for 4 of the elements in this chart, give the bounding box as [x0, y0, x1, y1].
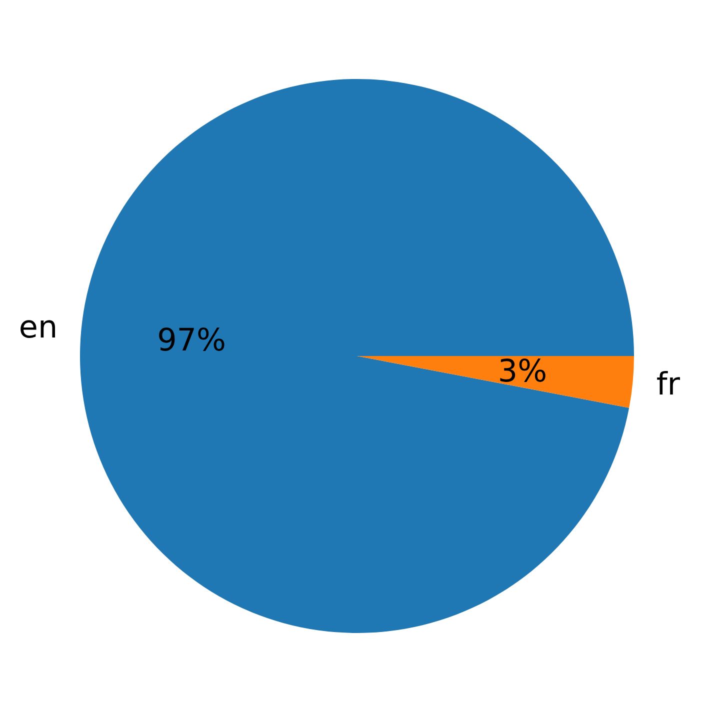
data-label: 3%	[498, 354, 548, 390]
slice-label: fr	[656, 366, 680, 402]
data-label: 97%	[157, 322, 226, 358]
slice-label: en	[18, 310, 58, 346]
